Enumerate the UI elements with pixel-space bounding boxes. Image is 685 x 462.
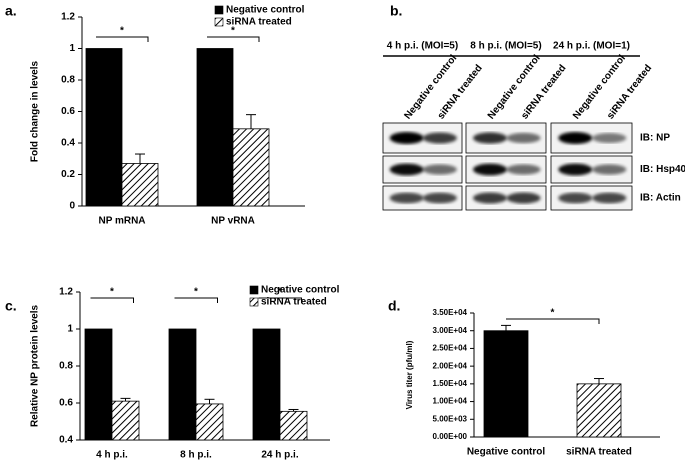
y-tick-label: 0.4 [61,138,75,149]
blot-band [389,163,424,176]
group-title: 4 h p.i. (MOI=5) [387,41,458,52]
x-tick-label: 4 h p.i. [96,450,128,461]
row-label: IB: Hsp40 [640,164,685,175]
y-tick-label: 0.6 [59,398,73,409]
significance-mark: * [278,287,282,298]
bar [232,128,270,207]
y-tick-label: 1.2 [59,287,73,298]
bar [196,48,234,207]
panel-label: d. [388,298,400,314]
y-tick-label: 0.00E+00 [433,432,468,441]
y-tick-label: 3.50E+04 [433,308,468,317]
x-tick-label: NP mRNA [98,216,145,227]
y-tick-label: 0.6 [61,106,75,117]
blot-band [473,132,507,144]
significance-bracket [258,297,302,303]
bar [483,330,529,438]
bar [252,328,281,441]
x-tick-label: 8 h p.i. [180,450,212,461]
group-title: 8 h p.i. (MOI=5) [470,41,541,52]
significance-mark: * [194,287,198,298]
blot-band [592,133,627,143]
significance-mark: * [110,287,114,298]
legend-label: Negative control [226,5,305,16]
panel-label: a. [5,3,17,19]
significance-mark: * [231,26,235,37]
y-axis-title: Relative NP protein levels [30,305,41,428]
blot-band [389,132,424,144]
bar [85,48,123,207]
y-tick-label: 1.50E+04 [433,379,468,388]
blot-band [558,192,593,204]
y-tick-label: 0 [69,201,75,212]
significance-bracket [96,36,149,42]
group-title: 24 h p.i. (MOI=1) [553,41,630,52]
y-tick-label: 5.00E+03 [433,414,468,423]
bar [576,383,622,438]
significance-bracket [174,297,218,303]
panel-label: c. [5,298,17,314]
y-tick-label: 3.00E+04 [433,326,468,335]
blot-band [389,192,424,204]
x-tick-label: NP vRNA [211,216,255,227]
x-tick-label: siRNA treated [566,447,632,458]
legend-swatch [249,285,259,295]
blot-band [422,132,457,144]
bar [168,328,197,441]
blot-band [506,132,541,144]
blot-band [592,164,627,175]
blot-band [473,163,507,176]
bar [121,163,159,207]
y-tick-label: 1.00E+04 [433,397,468,406]
significance-bracket [506,318,600,324]
y-tick-label: 0.8 [59,361,73,372]
legend-label: siRNA treated [226,17,292,28]
y-tick-label: 0.2 [61,169,75,180]
bar [111,400,140,441]
significance-bracket [207,36,260,42]
y-tick-label: 1.2 [61,12,75,23]
row-label: IB: NP [640,133,670,144]
x-tick-label: 24 h p.i. [261,450,298,461]
blot-band [422,192,457,204]
significance-mark: * [551,308,555,319]
significance-mark: * [120,26,124,37]
blot-band [592,192,627,204]
blot-band [506,192,541,204]
legend-swatch [214,17,224,27]
y-tick-label: 0.8 [61,75,75,86]
y-axis-title: Fold change in levels [30,60,41,162]
legend-label: siRNA treated [261,297,327,308]
legend-label: Negative control [261,285,340,296]
legend-swatch [249,297,259,307]
bar [279,410,308,441]
bar [84,328,113,441]
y-axis-title: Virus titer (pfu/ml) [405,340,414,409]
row-label: IB: Actin [640,193,681,204]
blot-band [506,164,541,175]
y-tick-label: 2.50E+04 [433,344,468,353]
bar [195,403,224,441]
blot-band [558,132,593,144]
y-tick-label: 0.4 [59,435,73,446]
y-tick-label: 1 [69,43,75,54]
significance-bracket [90,297,134,303]
blot-band [473,192,507,204]
y-tick-label: 1 [67,324,73,335]
legend-swatch [214,5,224,15]
blot-band [422,164,457,175]
panel-label: b. [390,3,402,19]
y-tick-label: 2.00E+04 [433,361,468,370]
blot-band [558,163,593,176]
x-tick-label: Negative control [467,447,546,458]
